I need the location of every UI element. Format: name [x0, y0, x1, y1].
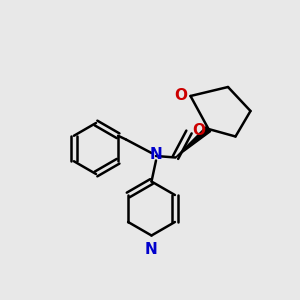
Text: N: N [145, 242, 158, 256]
Text: O: O [192, 123, 205, 138]
Text: O: O [174, 88, 187, 104]
Text: N: N [150, 147, 162, 162]
Polygon shape [176, 127, 211, 158]
